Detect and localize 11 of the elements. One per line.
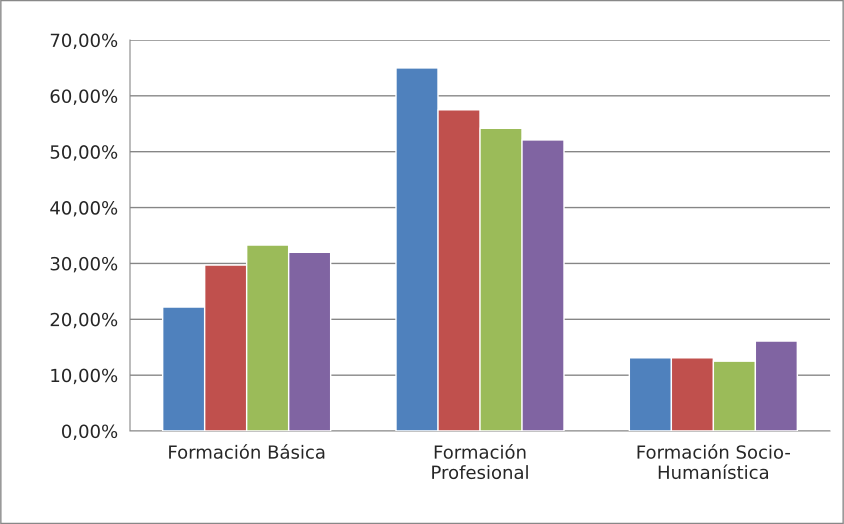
y-tick-label: 60,00% <box>50 89 118 105</box>
y-tick-label: 20,00% <box>50 312 118 328</box>
x-tick-label: Formación Básica <box>169 444 324 459</box>
y-tick-label: 30,00% <box>50 256 118 272</box>
y-tick-label: 40,00% <box>50 201 118 217</box>
y-tick-label: 70,00% <box>50 33 118 49</box>
x-tick-label: Formación Socio- Humanística <box>638 444 790 480</box>
y-tick-label: 50,00% <box>50 145 118 161</box>
y-tick-label: 0,00% <box>62 424 118 440</box>
y-tick-label: 10,00% <box>51 368 118 384</box>
x-tick-label: Formación Profesional <box>432 444 528 480</box>
